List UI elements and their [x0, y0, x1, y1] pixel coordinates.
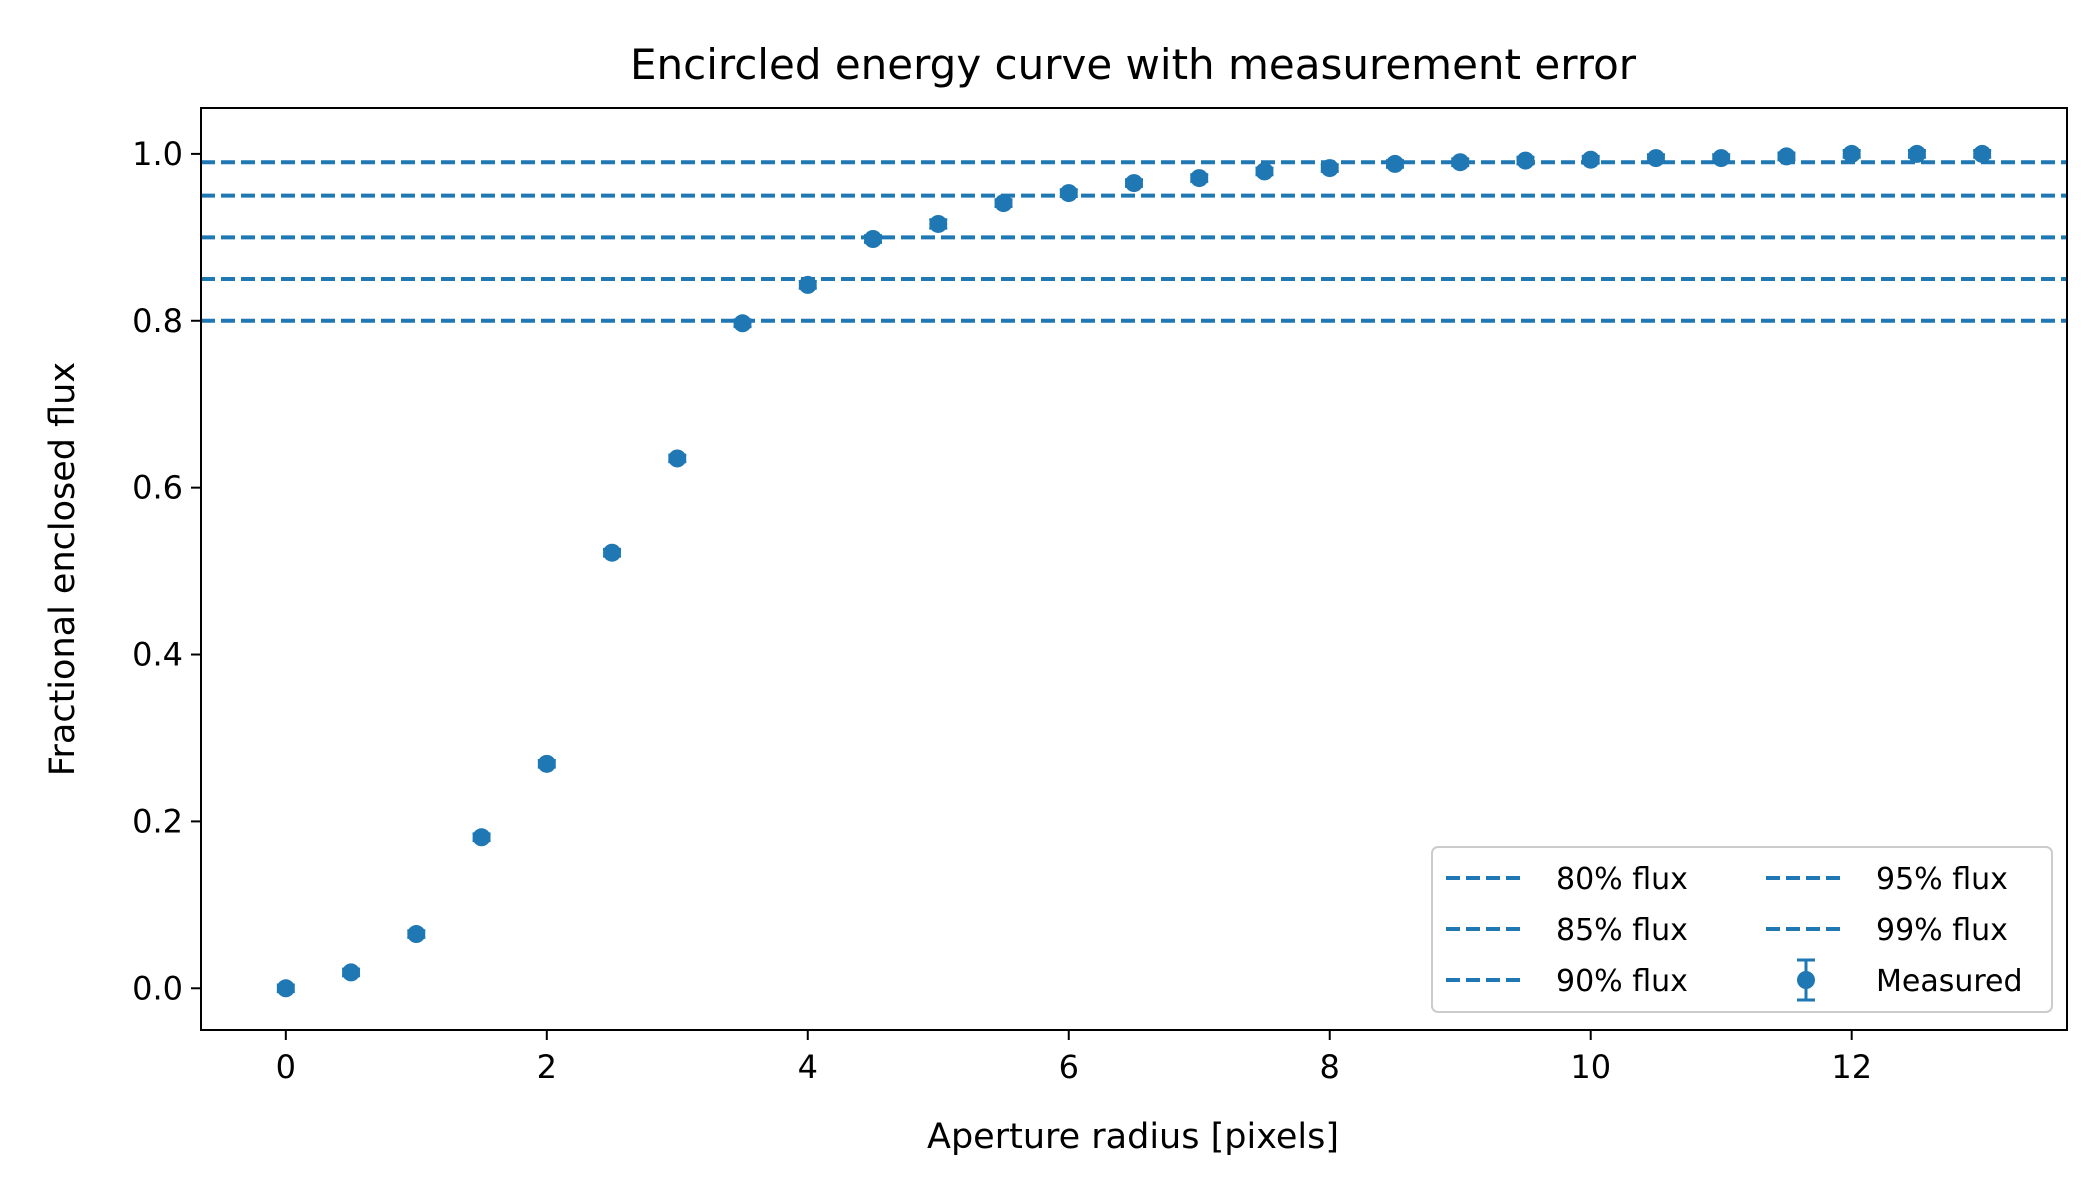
legend-box [1431, 846, 2053, 1013]
legend-marker [1797, 971, 1815, 989]
x-tick-label-4: 8 [1320, 1048, 1340, 1086]
data-marker [1516, 151, 1535, 170]
legend-label: 85% flux [1556, 913, 1688, 948]
data-marker [1451, 153, 1470, 172]
data-point-18 [1451, 153, 1470, 172]
data-point-16 [1320, 159, 1339, 178]
data-point-7 [733, 314, 752, 333]
data-marker [668, 449, 687, 468]
data-marker [798, 275, 817, 294]
data-marker [1385, 154, 1404, 173]
data-marker [1255, 162, 1274, 181]
x-tick-label-3: 6 [1059, 1048, 1079, 1086]
legend-item-1: 85% flux [1446, 913, 1688, 948]
legend-label: 90% flux [1556, 964, 1688, 999]
x-axis: 0 2 4 6 8 10 12 [276, 1030, 1872, 1086]
legend-item-2: 90% flux [1446, 964, 1688, 999]
data-point-0 [276, 979, 295, 998]
data-point-12 [1059, 184, 1078, 203]
y-tick-label-2: 0.4 [132, 636, 183, 674]
y-tick-label-1: 0.2 [132, 802, 183, 840]
legend-item-5: Measured [1797, 958, 2023, 1002]
x-tick-label-2: 4 [798, 1048, 818, 1086]
x-tick-label-5: 10 [1570, 1048, 1611, 1086]
data-point-1 [342, 963, 361, 982]
data-marker [1190, 169, 1209, 188]
x-tick-label-6: 12 [1831, 1048, 1872, 1086]
data-marker [929, 214, 948, 233]
data-point-20 [1581, 150, 1600, 169]
axes-frame [200, 107, 2068, 1031]
data-marker [1059, 184, 1078, 203]
data-point-4 [537, 754, 556, 773]
x-axis-label: Aperture radius [pixels] [927, 1117, 1339, 1157]
data-point-11 [994, 194, 1013, 213]
data-marker [537, 754, 556, 773]
y-tick-label-5: 1.0 [132, 135, 183, 173]
data-point-9 [864, 229, 883, 248]
y-tick-label-0: 0.0 [132, 969, 183, 1007]
legend-item-4: 99% flux [1766, 913, 2008, 948]
data-marker [1646, 149, 1665, 168]
data-marker [1712, 149, 1731, 168]
legend-label: 80% flux [1556, 862, 1688, 897]
x-tick-label-1: 2 [537, 1048, 557, 1086]
data-marker [864, 229, 883, 248]
legend-item-0: 80% flux [1446, 862, 1688, 897]
data-point-8 [798, 275, 817, 294]
data-marker [407, 925, 426, 944]
data-marker [342, 963, 361, 982]
y-tick-label-3: 0.6 [132, 469, 183, 507]
data-marker [603, 543, 622, 562]
data-point-21 [1646, 149, 1665, 168]
data-point-26 [1973, 144, 1992, 163]
data-point-22 [1712, 149, 1731, 168]
x-tick-label-0: 0 [276, 1048, 296, 1086]
data-point-13 [1125, 174, 1143, 193]
data-marker [733, 314, 752, 333]
data-point-3 [472, 828, 491, 847]
data-marker [276, 979, 295, 998]
data-point-14 [1190, 169, 1209, 188]
data-point-19 [1516, 151, 1535, 170]
plot-area [201, 144, 2067, 998]
data-point-10 [929, 214, 948, 233]
y-axis: 0.0 0.2 0.4 0.6 0.8 1.0 [132, 135, 201, 1007]
data-point-23 [1777, 147, 1796, 166]
legend-label: Measured [1876, 964, 2023, 999]
data-point-17 [1385, 154, 1404, 173]
y-tick-label-4: 0.8 [132, 302, 183, 340]
legend-item-3: 95% flux [1766, 862, 2008, 897]
legend: 80% flux 85% flux 90% flux 95% flux 99% flux… [1431, 846, 2053, 1013]
data-marker [1907, 144, 1926, 163]
data-marker [1581, 150, 1600, 169]
data-marker [1842, 144, 1861, 163]
data-point-6 [668, 449, 687, 468]
legend-label: 95% flux [1876, 862, 2008, 897]
data-marker [1320, 159, 1339, 178]
chart-title: Encircled energy curve with measurement … [630, 40, 1637, 89]
data-marker [472, 828, 491, 847]
data-point-25 [1907, 144, 1926, 163]
data-marker [994, 194, 1013, 213]
data-point-2 [407, 925, 426, 944]
data-point-5 [603, 543, 622, 562]
data-marker [1125, 174, 1143, 193]
data-marker [1973, 144, 1992, 163]
legend-label: 99% flux [1876, 913, 2008, 948]
data-point-24 [1842, 144, 1861, 163]
y-axis-label: Fractional enclosed flux [43, 362, 83, 776]
data-point-15 [1255, 162, 1274, 181]
data-marker [1777, 147, 1796, 166]
